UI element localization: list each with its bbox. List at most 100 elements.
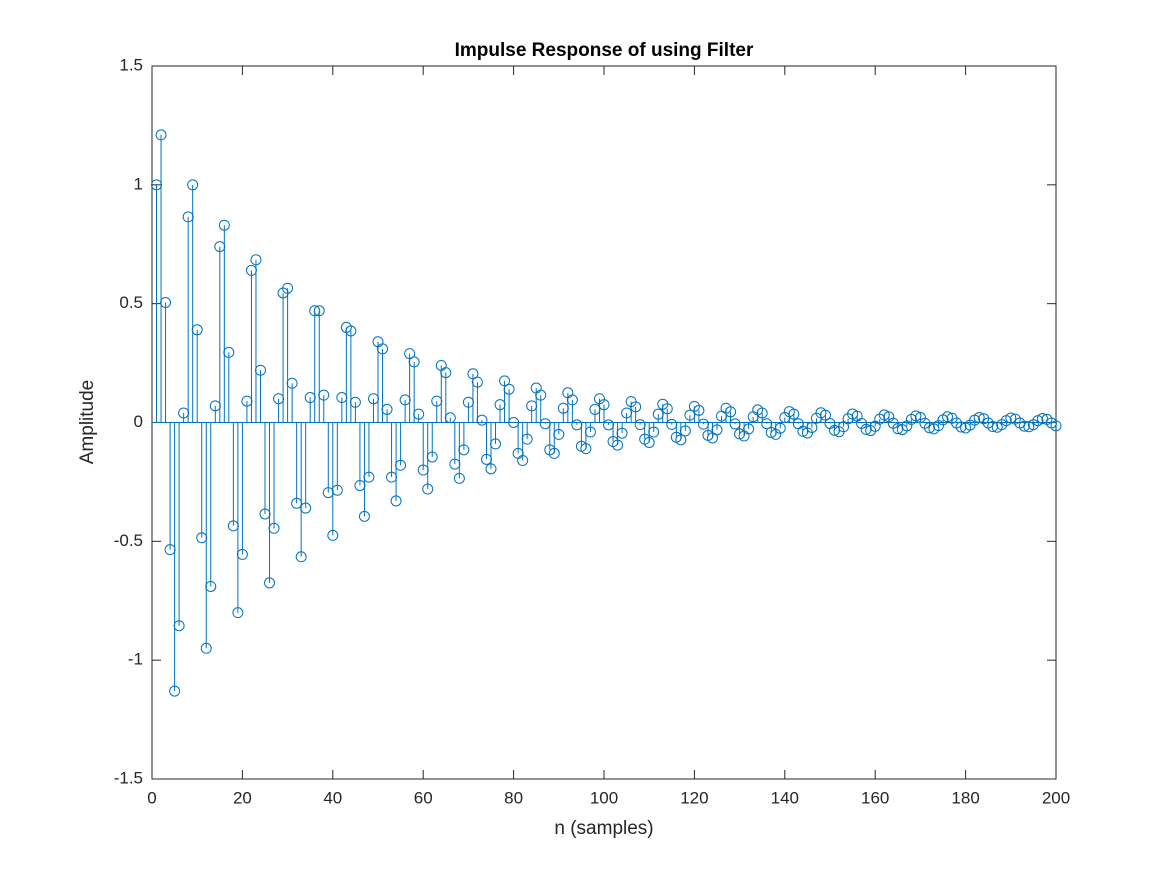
stem-marker xyxy=(173,620,185,632)
stem-marker xyxy=(517,455,529,467)
stem-marker xyxy=(422,483,434,495)
stem-marker xyxy=(268,522,280,534)
stem-marker xyxy=(318,389,330,401)
stem-marker xyxy=(395,459,407,471)
stem-marker xyxy=(187,179,199,191)
x-tick-label: 140 xyxy=(771,788,799,807)
chart-title: Impulse Response of using Filter xyxy=(455,40,754,61)
stem-marker xyxy=(381,403,393,415)
stem-marker xyxy=(313,305,325,317)
y-tick-label: -0.5 xyxy=(114,531,143,550)
stem-marker xyxy=(200,642,212,654)
stem-marker xyxy=(630,401,642,413)
y-tick-label: 1 xyxy=(134,174,143,193)
stem-marker xyxy=(300,502,312,514)
stem-marker xyxy=(218,219,230,231)
stem-marker xyxy=(232,607,244,619)
y-tick-label: -1.5 xyxy=(114,768,143,787)
stem-marker xyxy=(453,472,465,484)
stem-marker xyxy=(521,433,533,445)
x-tick-label: 0 xyxy=(147,788,156,807)
stem-marker xyxy=(616,427,628,439)
stem-marker xyxy=(390,495,402,507)
stem-marker xyxy=(535,389,547,401)
stem-marker xyxy=(612,439,624,451)
stem-marker xyxy=(725,406,737,418)
stem-marker xyxy=(476,414,488,426)
stem-marker xyxy=(440,367,452,379)
stem-marker xyxy=(426,451,438,463)
stem-marker xyxy=(679,425,691,437)
stem-marker xyxy=(155,129,167,141)
stem-marker xyxy=(169,685,181,697)
x-tick-label: 120 xyxy=(680,788,708,807)
x-tick-label: 180 xyxy=(951,788,979,807)
x-tick-label: 160 xyxy=(861,788,889,807)
stem-marker xyxy=(756,407,768,419)
stem-marker xyxy=(806,421,818,433)
stem-marker xyxy=(566,394,578,406)
x-tick-label: 20 xyxy=(233,788,252,807)
stem-marker xyxy=(458,444,470,456)
stem-marker xyxy=(363,471,375,483)
stem-marker xyxy=(295,551,307,563)
stem-marker xyxy=(1005,412,1017,424)
stem-marker xyxy=(910,410,922,422)
stem-marker xyxy=(236,548,248,560)
stem-marker xyxy=(942,411,954,423)
stem-marker xyxy=(553,428,565,440)
stem-marker xyxy=(264,577,276,589)
stem-marker xyxy=(467,368,479,380)
y-tick-label: 0.5 xyxy=(119,293,143,312)
stem-marker xyxy=(160,296,172,308)
y-tick-label: 0 xyxy=(134,412,143,431)
stem-marker xyxy=(648,426,660,438)
stem-marker xyxy=(693,404,705,416)
stem-marker xyxy=(250,254,262,266)
stem-marker xyxy=(675,434,687,446)
stem-marker xyxy=(205,580,217,592)
stem-marker xyxy=(358,510,370,522)
stem-marker xyxy=(444,412,456,424)
x-tick-label: 80 xyxy=(504,788,523,807)
x-tick-label: 60 xyxy=(414,788,433,807)
stem-marker xyxy=(743,423,755,435)
stem-marker xyxy=(331,484,343,496)
stem-marker xyxy=(327,529,339,541)
x-axis-label: n (samples) xyxy=(554,818,653,839)
stem-marker xyxy=(349,396,361,408)
stem-marker xyxy=(413,408,425,420)
stem-marker xyxy=(499,375,511,387)
stem-marker xyxy=(1050,420,1062,432)
stem-marker xyxy=(191,324,203,336)
stem-marker xyxy=(282,282,294,294)
y-axis-label: Amplitude xyxy=(77,380,98,465)
stem-marker xyxy=(1036,412,1048,424)
stem-marker xyxy=(223,346,235,358)
stem-marker xyxy=(774,422,786,434)
x-tick-label: 200 xyxy=(1042,788,1070,807)
x-tick-label: 100 xyxy=(590,788,618,807)
stem-marker xyxy=(471,376,483,388)
stem-marker xyxy=(548,447,560,459)
stem-marker xyxy=(584,426,596,438)
stem-marker xyxy=(485,463,497,475)
stem-marker xyxy=(711,424,723,436)
stem-marker xyxy=(580,443,592,455)
y-tick-label: 1.5 xyxy=(119,55,143,74)
x-tick-label: 40 xyxy=(323,788,342,807)
stem-marker xyxy=(661,403,673,415)
y-tick-label: -1 xyxy=(128,650,143,669)
stem-marker xyxy=(404,348,416,360)
stem-marker xyxy=(503,383,515,395)
stem-marker xyxy=(254,364,266,376)
stem-marker xyxy=(286,377,298,389)
stem-marker xyxy=(345,325,357,337)
stem-marker xyxy=(788,408,800,420)
stem-marker xyxy=(973,412,985,424)
stem-marker xyxy=(598,399,610,411)
stem-marker xyxy=(408,356,420,368)
stem-marker xyxy=(819,409,831,421)
